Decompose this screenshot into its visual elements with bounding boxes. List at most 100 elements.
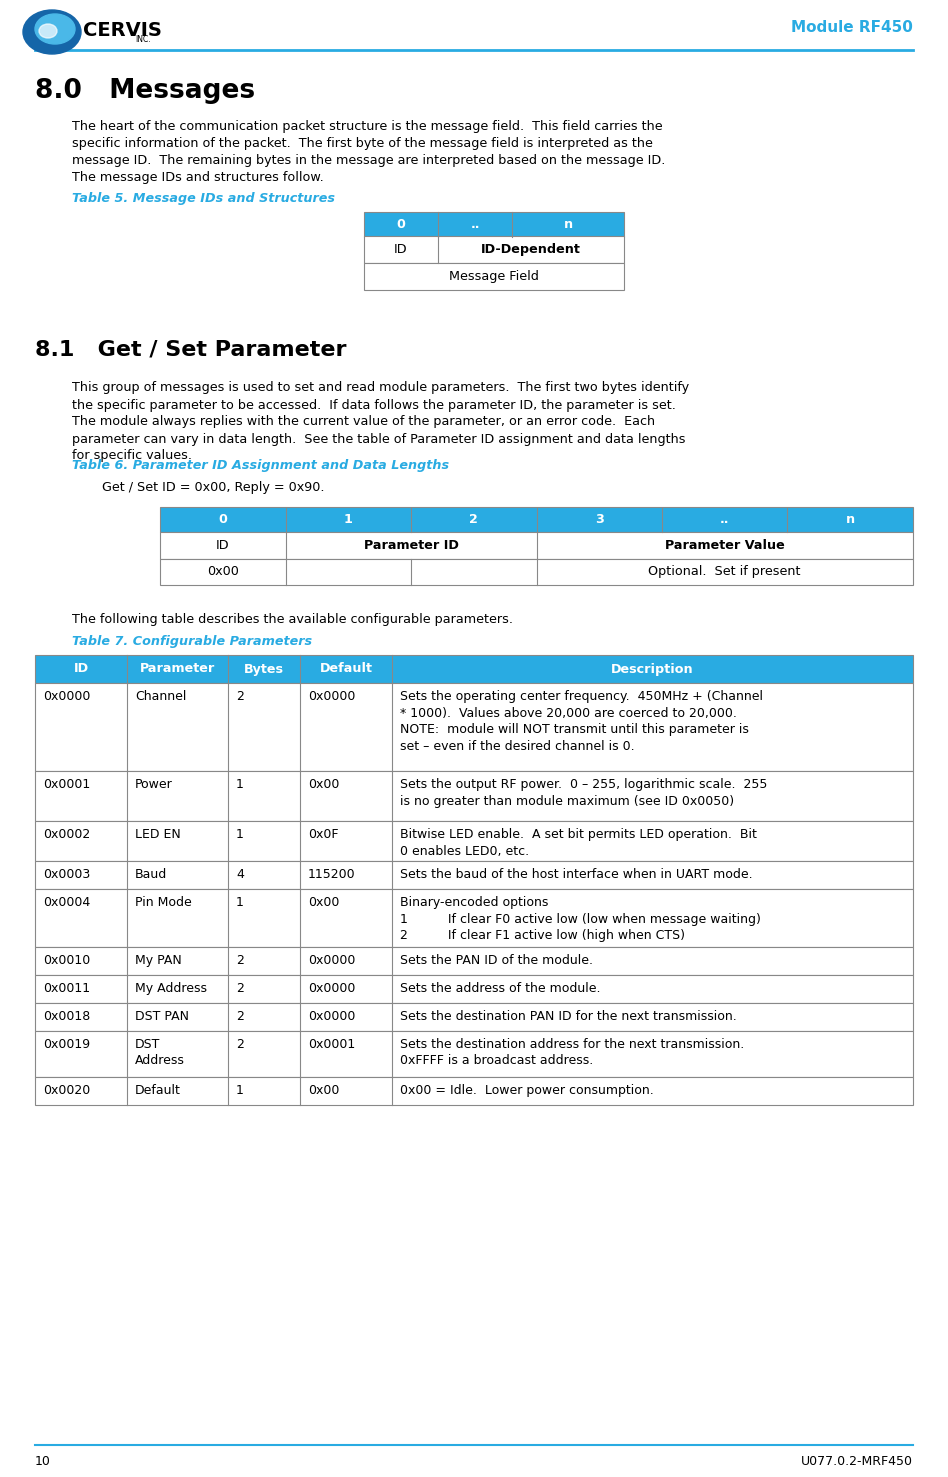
Text: DST
Address: DST Address xyxy=(136,1038,185,1068)
Text: 0x0000: 0x0000 xyxy=(308,1010,356,1024)
Bar xyxy=(35,947,913,975)
Text: Message Field: Message Field xyxy=(449,270,538,282)
Text: 0x0000: 0x0000 xyxy=(308,982,356,995)
Text: n: n xyxy=(846,513,855,526)
Bar xyxy=(364,213,624,236)
Text: Sets the destination address for the next transmission.
0xFFFF is a broadcast ad: Sets the destination address for the nex… xyxy=(400,1038,744,1068)
Text: 0: 0 xyxy=(218,513,228,526)
Bar xyxy=(364,236,624,263)
Text: Parameter Value: Parameter Value xyxy=(665,539,785,552)
Text: Bytes: Bytes xyxy=(245,663,284,675)
Text: 1: 1 xyxy=(236,778,244,792)
Bar xyxy=(35,861,913,889)
Bar xyxy=(35,1031,913,1077)
Text: 1: 1 xyxy=(236,897,244,908)
Text: 2: 2 xyxy=(236,690,244,703)
Text: 2: 2 xyxy=(469,513,478,526)
Text: My Address: My Address xyxy=(136,982,208,995)
Ellipse shape xyxy=(35,13,75,44)
Text: Default: Default xyxy=(319,663,373,675)
Text: Parameter: Parameter xyxy=(140,663,215,675)
Text: 0x0018: 0x0018 xyxy=(43,1010,90,1024)
Text: 0x00: 0x00 xyxy=(308,778,339,792)
Text: 0x00: 0x00 xyxy=(308,1084,339,1097)
Text: Channel: Channel xyxy=(136,690,187,703)
Bar xyxy=(35,1077,913,1105)
Text: 1: 1 xyxy=(236,1084,244,1097)
Bar xyxy=(160,558,913,585)
Text: The heart of the communication packet structure is the message field.  This fiel: The heart of the communication packet st… xyxy=(72,120,665,185)
Bar xyxy=(35,1003,913,1031)
Text: This group of messages is used to set and read module parameters.  The first two: This group of messages is used to set an… xyxy=(72,381,689,462)
Text: 0x0019: 0x0019 xyxy=(43,1038,90,1052)
Text: 8.1   Get / Set Parameter: 8.1 Get / Set Parameter xyxy=(35,340,347,359)
Text: 0x0020: 0x0020 xyxy=(43,1084,90,1097)
Text: 0x0010: 0x0010 xyxy=(43,954,90,967)
Text: ID: ID xyxy=(394,244,408,256)
Text: Sets the output RF power.  0 – 255, logarithmic scale.  255
is no greater than m: Sets the output RF power. 0 – 255, logar… xyxy=(400,778,768,808)
Text: 0x00 = Idle.  Lower power consumption.: 0x00 = Idle. Lower power consumption. xyxy=(400,1084,654,1097)
Text: Sets the PAN ID of the module.: Sets the PAN ID of the module. xyxy=(400,954,593,967)
Text: 10: 10 xyxy=(35,1455,51,1468)
Bar xyxy=(35,821,913,861)
Bar xyxy=(364,263,624,289)
Text: Bitwise LED enable.  A set bit permits LED operation.  Bit
0 enables LED0, etc.: Bitwise LED enable. A set bit permits LE… xyxy=(400,829,757,858)
Text: 8.0   Messages: 8.0 Messages xyxy=(35,78,255,103)
Text: Sets the address of the module.: Sets the address of the module. xyxy=(400,982,601,995)
Text: 3: 3 xyxy=(594,513,604,526)
Text: 2: 2 xyxy=(236,1038,244,1052)
Text: LED EN: LED EN xyxy=(136,829,181,840)
Text: 0: 0 xyxy=(396,217,406,230)
Text: DST PAN: DST PAN xyxy=(136,1010,190,1024)
Text: 0x0F: 0x0F xyxy=(308,829,338,840)
Text: ..: .. xyxy=(720,513,730,526)
Text: Optional.  Set if present: Optional. Set if present xyxy=(648,566,801,579)
Text: Module RF450: Module RF450 xyxy=(792,21,913,35)
Text: 4: 4 xyxy=(236,868,244,880)
Text: My PAN: My PAN xyxy=(136,954,182,967)
Bar xyxy=(35,682,913,771)
Text: Sets the destination PAN ID for the next transmission.: Sets the destination PAN ID for the next… xyxy=(400,1010,738,1024)
Text: Parameter ID: Parameter ID xyxy=(364,539,459,552)
Text: 1: 1 xyxy=(344,513,353,526)
Text: 0x0004: 0x0004 xyxy=(43,897,90,908)
Text: Table 6. Parameter ID Assignment and Data Lengths: Table 6. Parameter ID Assignment and Dat… xyxy=(72,459,449,473)
Text: 0x0000: 0x0000 xyxy=(308,690,356,703)
Ellipse shape xyxy=(39,24,57,38)
Text: 0x0001: 0x0001 xyxy=(308,1038,356,1052)
Text: 2: 2 xyxy=(236,982,244,995)
Text: U077.0.2-MRF450: U077.0.2-MRF450 xyxy=(801,1455,913,1468)
Text: 1: 1 xyxy=(236,829,244,840)
Text: Default: Default xyxy=(136,1084,181,1097)
Text: Sets the operating center frequency.  450MHz + (Channel
* 1000).  Values above 2: Sets the operating center frequency. 450… xyxy=(400,690,763,752)
Text: Table 7. Configurable Parameters: Table 7. Configurable Parameters xyxy=(72,635,312,648)
Text: 0x0000: 0x0000 xyxy=(43,690,90,703)
Text: 0x0000: 0x0000 xyxy=(308,954,356,967)
Text: 0x00: 0x00 xyxy=(207,566,239,579)
Text: ID: ID xyxy=(74,663,89,675)
Text: 2: 2 xyxy=(236,954,244,967)
Bar xyxy=(35,889,913,947)
Text: n: n xyxy=(563,217,573,230)
Text: 0x0002: 0x0002 xyxy=(43,829,90,840)
Text: Table 5. Message IDs and Structures: Table 5. Message IDs and Structures xyxy=(72,192,335,205)
Text: Description: Description xyxy=(611,663,694,675)
Text: 115200: 115200 xyxy=(308,868,356,880)
Text: ID-Dependent: ID-Dependent xyxy=(482,244,581,256)
Text: 2: 2 xyxy=(236,1010,244,1024)
Text: The following table describes the available configurable parameters.: The following table describes the availa… xyxy=(72,613,513,626)
Text: CERVIS: CERVIS xyxy=(83,21,162,40)
Text: ..: .. xyxy=(470,217,480,230)
Text: Get / Set ID = 0x00, Reply = 0x90.: Get / Set ID = 0x00, Reply = 0x90. xyxy=(102,482,324,495)
Text: 0x0001: 0x0001 xyxy=(43,778,90,792)
Text: ID: ID xyxy=(216,539,229,552)
Bar xyxy=(35,771,913,821)
Ellipse shape xyxy=(23,10,81,55)
Bar xyxy=(160,508,913,532)
Text: Pin Mode: Pin Mode xyxy=(136,897,191,908)
Bar xyxy=(35,654,913,682)
Text: Sets the baud of the host interface when in UART mode.: Sets the baud of the host interface when… xyxy=(400,868,753,880)
Bar xyxy=(160,532,913,558)
Bar xyxy=(35,975,913,1003)
Text: 0x0003: 0x0003 xyxy=(43,868,90,880)
